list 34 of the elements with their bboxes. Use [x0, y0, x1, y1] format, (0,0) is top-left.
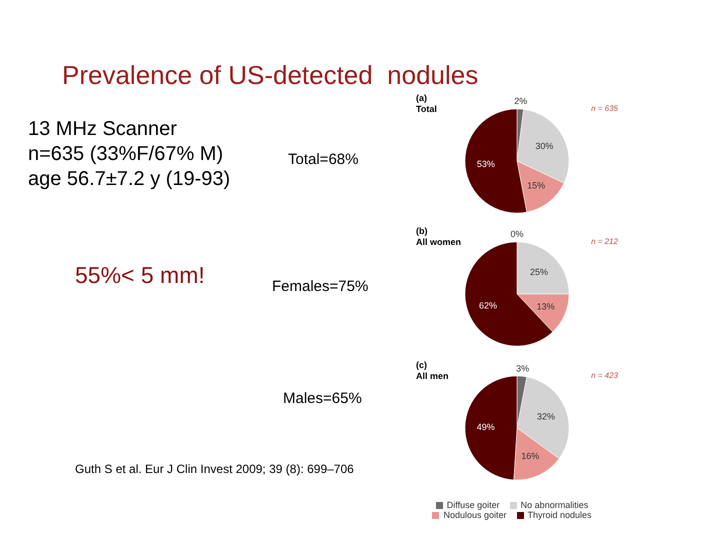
- text: Guth S et al. Eur J Clin Invest 2009; 39 (8): 699–706: [75, 462, 354, 476]
- text: age 56.7±7.2 y (19-93): [28, 168, 230, 191]
- data-label: 13%: [536, 301, 555, 312]
- text: n = 423: [591, 371, 618, 380]
- legend-label: Nodulous goiter: [443, 510, 506, 520]
- text: 55%< 5 mm!: [75, 262, 205, 289]
- data-label: 25%: [530, 266, 548, 277]
- legend-label: Thyroid nodules: [528, 510, 592, 520]
- text: Females=75%: [272, 278, 368, 295]
- chart-title: (c): [416, 360, 427, 370]
- data-label: 15%: [527, 180, 546, 191]
- text: Prevalence of US-detected nodules: [62, 60, 478, 91]
- text: n=635 (33%F/67% M): [28, 143, 224, 166]
- data-label: 16%: [521, 451, 540, 462]
- legend-label: Diffuse goiter: [446, 500, 500, 510]
- data-label: 2%: [514, 96, 528, 106]
- data-label: 3%: [516, 363, 530, 374]
- text: 13 MHz Scanner: [28, 118, 177, 141]
- text: Males=65%: [283, 390, 362, 407]
- data-label: 62%: [478, 300, 497, 310]
- text: Total=68%: [288, 151, 358, 168]
- text: n = 212: [591, 237, 618, 246]
- chart-title: (a): [416, 93, 427, 103]
- text: All men: [416, 371, 449, 381]
- data-label: 49%: [476, 422, 495, 432]
- data-label: 53%: [476, 158, 495, 169]
- legend-label: No abnormalities: [520, 500, 588, 510]
- text: Total: [416, 104, 437, 114]
- chart-subtitle: All women: [416, 237, 462, 247]
- text: 0%: [510, 229, 524, 239]
- text: n = 635: [591, 104, 618, 113]
- data-label: 32%: [537, 412, 556, 422]
- chart-title: (b): [416, 226, 428, 236]
- data-label: 30%: [535, 140, 554, 151]
